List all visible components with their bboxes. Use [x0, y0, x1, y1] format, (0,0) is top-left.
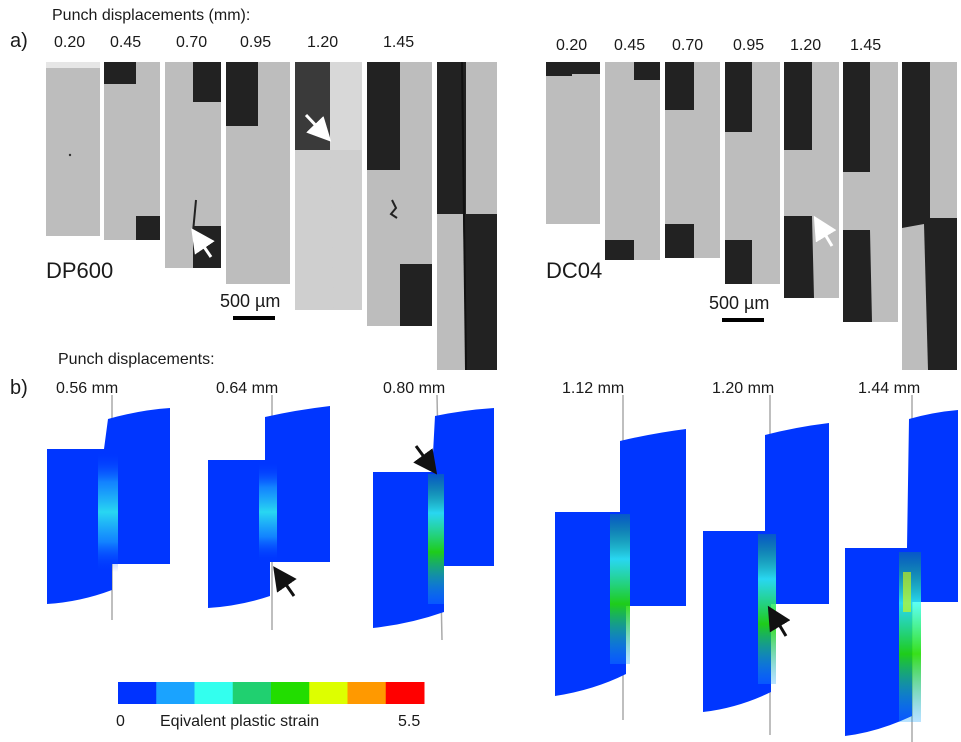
dc04-micrograph [843, 62, 898, 322]
colorbar-segment [232, 682, 272, 704]
scale-bar [722, 318, 764, 322]
panel-b-label: b) [10, 377, 28, 399]
colorbar-segment [347, 682, 387, 704]
dc04-micrograph [902, 62, 957, 370]
dc04-disp-label: 0.45 [614, 37, 646, 54]
dp600-micrograph [226, 62, 290, 284]
colorbar-max-label: 5.5 [398, 713, 421, 730]
fe-disp-label: 1.44 mm [858, 380, 921, 397]
dp600-disp-label: 1.20 [307, 34, 339, 51]
dp600-micrograph [104, 62, 160, 240]
fe-simulation [47, 395, 170, 620]
strain-colorbar [118, 682, 425, 704]
colorbar-segment [271, 682, 310, 704]
colorbar-title: Eqivalent plastic strain [160, 713, 320, 730]
dc04-micrograph [605, 62, 660, 260]
dp600-micrograph [367, 62, 432, 326]
fe-disp-label: 0.56 mm [56, 380, 119, 397]
dp600-disp-label: 0.70 [176, 34, 208, 51]
dc04-disp-label: 0.95 [733, 37, 765, 54]
dc04-disp-label: 0.70 [672, 37, 704, 54]
dp600-micrograph [437, 61, 497, 371]
fe-simulation [373, 394, 494, 641]
dc04-disp-label: 1.45 [850, 37, 882, 54]
dp600-disp-label: 0.95 [240, 34, 272, 51]
panel-a-label: a) [10, 30, 28, 52]
colorbar-segment [385, 682, 425, 704]
colorbar-min-label: 0 [116, 713, 125, 730]
colorbar-segment [309, 682, 348, 704]
colorbar-segment [156, 682, 195, 704]
fe-simulation [208, 395, 330, 630]
scale-bar-label: 500 µm [220, 291, 281, 311]
dp600-disp-label: 1.45 [383, 34, 415, 51]
panel-b-header: Punch displacements: [58, 351, 215, 368]
scale-bar-label: 500 µm [709, 293, 770, 313]
panel-a-header: Punch displacements (mm): [52, 7, 251, 24]
fe-disp-label: 0.64 mm [216, 380, 279, 397]
dc04-disp-label: 0.20 [556, 37, 588, 54]
fe-simulation [555, 395, 686, 720]
colorbar-segment [194, 682, 234, 704]
dp600-disp-label: 0.20 [54, 34, 86, 51]
fe-simulation [845, 395, 958, 742]
material-label-dp600: DP600 [46, 258, 114, 283]
dp600-disp-label: 0.45 [110, 34, 142, 51]
dp600-micrograph [165, 62, 221, 268]
dc04-micrograph [784, 62, 839, 298]
dp600-micrograph [46, 62, 100, 236]
fe-disp-label: 1.12 mm [562, 380, 625, 397]
fe-disp-label: 0.80 mm [383, 380, 446, 397]
dp600-micrograph [295, 62, 362, 310]
scale-bar [233, 316, 275, 320]
dc04-micrograph [725, 62, 780, 284]
material-label-dc04: DC04 [546, 258, 603, 283]
fe-disp-label: 1.20 mm [712, 380, 775, 397]
colorbar-segment [118, 682, 157, 704]
dc04-micrograph [546, 62, 600, 224]
dc04-micrograph [665, 62, 720, 258]
dc04-disp-label: 1.20 [790, 37, 822, 54]
fe-simulation [703, 395, 829, 735]
